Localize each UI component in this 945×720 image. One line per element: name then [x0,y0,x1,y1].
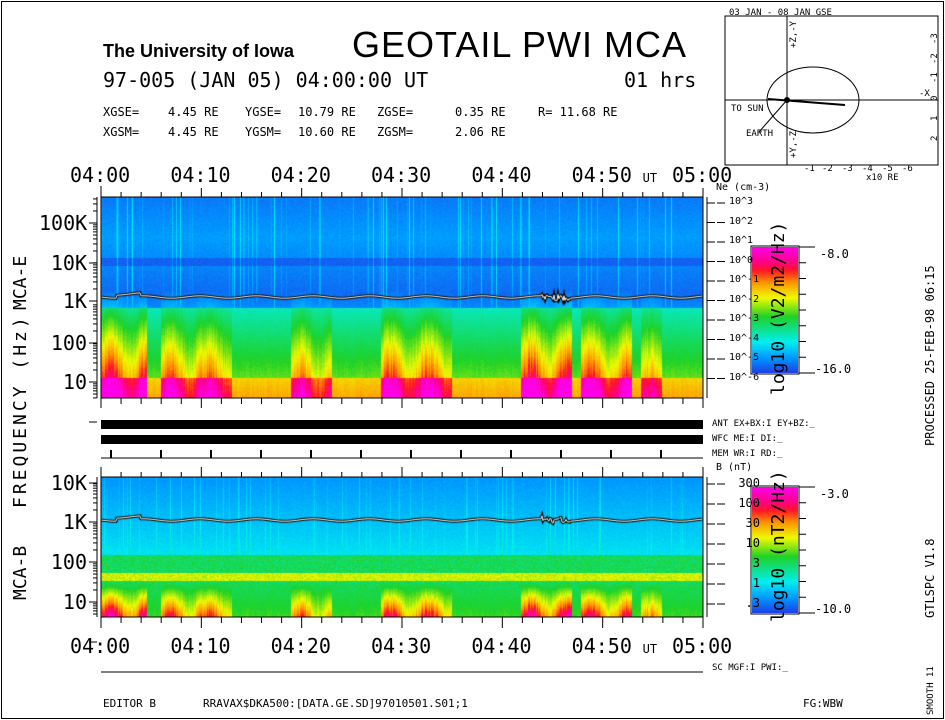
b-tick-label: .3 [745,596,760,610]
mca-b-spectrogram [101,477,703,617]
time-tick-label-top: 04:50 [571,163,632,187]
r-value: R= 11.68 RE [538,105,618,119]
ne-axis-label: Ne (cm-3) [716,182,771,193]
time-tick-label-top: 04:00 [70,163,131,187]
xgsm-value: 4.45 RE [168,125,219,139]
earth-marker [784,97,790,103]
time-tick-label-bottom: 04:00 [70,634,131,658]
orbit-sun-line [767,98,846,106]
colorbar-frame [750,485,800,615]
time-tick-label-top: 04:20 [270,163,331,187]
fg-label: FG:WBW [803,697,843,710]
earth-label: EARTH [746,129,774,139]
time-tick-label-top: 04:40 [471,163,532,187]
frequency-tick-label: 10K [50,251,87,275]
institution: The University of Iowa [103,41,295,61]
colorbar-b-min: -10.0 [815,602,852,616]
mca-b-colorbar [752,487,798,613]
ne-tick-label: 10^-4 [729,332,760,344]
data-file: RRAVAX$DKA500:[DATA.GE.SD]97010501.S01;1 [203,697,468,710]
frequency-tick-label: 100K [39,211,88,235]
orbit-title: 03 JAN - 08 JAN GSE [729,8,832,18]
ne-tick-label: 10^2 [729,215,754,227]
sc-status: SC MGF:I PWI:_ [712,663,788,673]
orbit-xtick: -1 [804,164,815,174]
xgse-label: XGSE= [103,105,140,119]
orbit-path [766,66,860,134]
xgse-value: 4.45 RE [168,105,219,119]
orbit-frame [724,15,939,166]
b-tick-label: 1 [752,576,760,590]
ne-tick-label: 10^-2 [729,293,760,305]
editor: EDITOR B [103,697,156,710]
mca-e-spectrogram [101,197,703,398]
colorbar-b-max: -3.0 [820,487,849,501]
orbit-xtick: -3 [842,164,853,174]
date-line: 97-005 (JAN 05) 04:00:00 UT [103,68,429,92]
zgsm-value: 2.06 RE [455,125,506,139]
orbit-axis-right: -X [919,89,930,99]
zgse-value: 0.35 RE [455,105,506,119]
time-tick-label-top: 05:00 [672,163,733,187]
ant-status: ANT EX+BX:I EY+BZ:_ [712,419,815,429]
frequency-tick-label: 1K [62,510,87,534]
ut-label-top: UT [642,171,658,185]
time-tick-label-bottom: 04:50 [571,634,632,658]
ne-tick-label: 10^0 [729,254,754,266]
colorbar-frame [750,245,800,375]
time-tick-label-bottom: 04:40 [471,634,532,658]
zgse-label: ZGSE= [377,105,414,119]
orbit-xtick: -5 [882,164,893,174]
b-tick-label: 10 [745,536,760,550]
orbit-xtick: -4 [862,164,873,174]
to-sun-label: TO SUN [731,104,764,114]
ne-tick-label: 10^-3 [729,313,760,324]
mca-b-frame [100,476,704,618]
frequency-tick-label: 100 [50,550,87,574]
mca-e-colorbar [752,247,798,373]
xgsm-label: XGSM= [103,125,140,139]
colorbar-e-max: -8.0 [820,247,849,261]
ne-tick-label: 10^1 [729,235,754,246]
page-title: GEOTAIL PWI MCA [352,24,688,65]
ygsm-value: 10.60 RE [298,125,356,139]
time-tick-label-top: 04:30 [371,163,432,187]
ut-label-bottom: UT [642,642,658,656]
time-tick-label-bottom: 04:30 [371,634,432,658]
wfc-status: WFC ME:I DI:_ [712,434,783,444]
frequency-tick-label: 10K [50,471,87,495]
ne-tick-label: 10^-1 [729,274,760,285]
mca-e-frame [100,196,704,399]
orbit-xtick: -6 [902,164,913,174]
colorbar-e-min: -16.0 [815,362,852,376]
time-tick-label-top: 04:10 [170,163,231,187]
time-tick-label-bottom: 04:10 [170,634,231,658]
zgsm-label: ZGSM= [377,125,414,139]
mem-status: MEM WR:I RD:_ [712,449,783,459]
frequency-tick-label: 10 [62,370,87,394]
time-tick-label-bottom: 05:00 [672,634,733,658]
frequency-tick-label: 1K [62,289,87,313]
frequency-tick-label: 100 [50,331,87,355]
b-tick-label: 3 [752,556,760,570]
earth-pointer [758,99,788,133]
orbit-xtick: -2 [822,164,833,174]
antenna-status-bar [101,420,703,429]
ne-tick-label: 10^-6 [729,371,760,383]
b-tick-label: 30 [745,516,760,530]
ne-tick-label: 10^3 [729,196,754,207]
ygsm-label: YGSM= [245,125,282,139]
time-tick-label-bottom: 04:20 [270,634,331,658]
ygse-label: YGSE= [245,105,282,119]
wfc-status-bar [101,435,703,444]
frequency-tick-label: 10 [62,590,87,614]
ne-tick-label: 10^-5 [729,352,760,363]
b-axis-label: B (nT) [716,462,753,473]
orbit-x-unit: x10 RE [866,173,899,183]
duration: 01 hrs [624,68,697,92]
ygse-value: 10.79 RE [298,105,356,119]
b-tick-label: 100 [738,496,760,510]
